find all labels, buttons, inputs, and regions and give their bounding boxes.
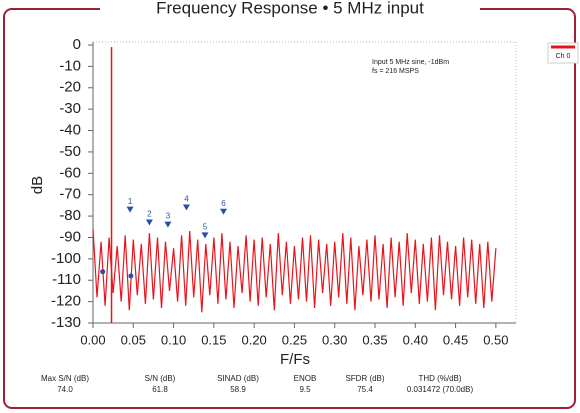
harmonic-label: 3 [166,212,171,221]
x-tick-label: 0.20 [241,332,266,347]
stat-label: THD (%/dB) [418,374,461,383]
y-axis-label: dB [29,176,46,194]
y-tick-label: -50 [59,143,81,160]
harmonic-marker [126,206,134,213]
x-tick-label: 0.40 [403,332,428,347]
x-axis-label: F/Fs [280,351,310,368]
stat-value: 9.5 [299,385,311,394]
x-tick-label: 0.15 [201,332,226,347]
y-tick-label: -20 [59,79,81,96]
harmonic-label: 6 [221,199,226,208]
harmonic-label: 2 [147,210,152,219]
y-tick-label: -10 [59,57,81,74]
x-tick-label: 0.30 [322,332,347,347]
y-tick-label: -80 [59,207,81,224]
harmonic-marker [182,204,190,211]
y-tick-label: -120 [51,293,81,310]
harmonic-marker [220,208,228,215]
spectrum-line [92,228,497,313]
x-tick-label: 0.10 [161,332,186,347]
stat-label: S/N (dB) [145,374,176,383]
stat-label: SFDR (dB) [345,374,384,383]
annotation: Input 5 MHz sine, -1dBm [372,59,449,66]
stat-value: 61.8 [152,385,168,394]
stat-label: SINAD (dB) [217,374,259,383]
stat-value: 0.031472 (70.0dB) [407,385,474,394]
stat-label: ENOB [294,374,317,383]
y-tick-label: -70 [59,186,81,203]
title-background [100,0,480,18]
harmonic-marker [164,221,172,228]
y-tick-label: -110 [52,271,81,288]
x-tick-label: 0.45 [443,332,468,347]
stat-value: 75.4 [357,385,373,394]
y-tick-label: -60 [59,164,81,181]
harmonic-label: 1 [128,197,133,206]
harmonic-label: 5 [203,222,208,231]
y-tick-label: -30 [59,100,81,117]
spur-dot [128,273,134,279]
legend-label: Ch 0 [556,53,571,60]
x-tick-label: 0.50 [483,332,508,347]
stat-label: Max S/N (dB) [41,374,89,383]
frame [3,8,576,409]
chart-title: Frequency Response • 5 MHz input [156,0,424,17]
y-tick-label: 0 [73,36,81,53]
stat-value: 58.9 [230,385,246,394]
x-tick-label: 0.00 [80,332,105,347]
x-tick-label: 0.35 [362,332,387,347]
y-tick-label: -130 [51,314,81,331]
x-tick-label: 0.25 [282,332,307,347]
stat-value: 74.0 [57,385,73,394]
annotation: fs = 216 MSPS [372,68,419,75]
y-tick-label: -90 [59,228,81,245]
spur-dot [100,269,106,275]
harmonic-marker [201,232,209,239]
y-tick-label: -100 [51,250,81,267]
y-tick-label: -40 [59,122,81,139]
x-tick-label: 0.05 [121,332,146,347]
harmonic-marker [145,219,153,226]
harmonic-label: 4 [184,195,189,204]
